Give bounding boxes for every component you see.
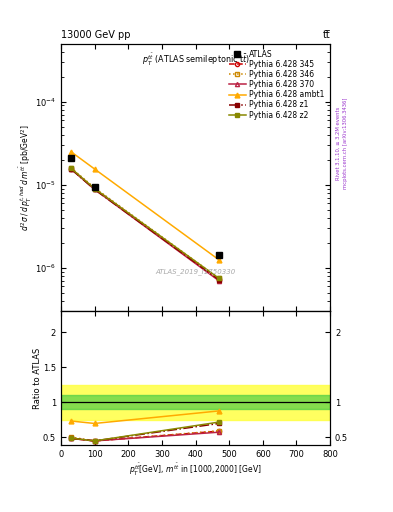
ATLAS bbox=[69, 155, 73, 161]
Text: $p_T^{t\bar{t}}$ (ATLAS semileptonic t$\bar{t}$): $p_T^{t\bar{t}}$ (ATLAS semileptonic t$\… bbox=[141, 52, 250, 68]
Pythia 6.428 z2 bbox=[92, 185, 97, 191]
Pythia 6.428 z2 bbox=[69, 165, 73, 172]
Legend: ATLAS, Pythia 6.428 345, Pythia 6.428 346, Pythia 6.428 370, Pythia 6.428 ambt1,: ATLAS, Pythia 6.428 345, Pythia 6.428 34… bbox=[226, 47, 326, 122]
Y-axis label: $d^2\sigma\,/\,d\,p_T^{t,had}\,d\,m^{t\bar{t}}$ [pb/GeV$^2$]: $d^2\sigma\,/\,d\,p_T^{t,had}\,d\,m^{t\b… bbox=[18, 124, 33, 231]
Pythia 6.428 346 bbox=[92, 185, 97, 191]
Line: Pythia 6.428 ambt1: Pythia 6.428 ambt1 bbox=[69, 150, 222, 262]
Text: mcplots.cern.ch [arXiv:1306.3436]: mcplots.cern.ch [arXiv:1306.3436] bbox=[343, 98, 348, 189]
Pythia 6.428 z1 bbox=[92, 186, 97, 193]
Pythia 6.428 ambt1 bbox=[69, 148, 73, 155]
ATLAS bbox=[217, 251, 221, 258]
Pythia 6.428 345 bbox=[217, 277, 221, 283]
Pythia 6.428 345 bbox=[69, 166, 73, 172]
Text: ATLAS_2019_I1750330: ATLAS_2019_I1750330 bbox=[155, 268, 236, 274]
Text: Rivet 3.1.10, ≥ 3.2M events: Rivet 3.1.10, ≥ 3.2M events bbox=[336, 106, 341, 180]
Pythia 6.428 z1 bbox=[217, 277, 221, 283]
Text: 13000 GeV pp: 13000 GeV pp bbox=[61, 30, 130, 40]
Line: Pythia 6.428 346: Pythia 6.428 346 bbox=[69, 166, 221, 281]
Pythia 6.428 345 bbox=[92, 185, 97, 191]
Pythia 6.428 346 bbox=[69, 165, 73, 171]
Pythia 6.428 ambt1 bbox=[217, 257, 221, 263]
Line: Pythia 6.428 z2: Pythia 6.428 z2 bbox=[69, 166, 221, 281]
Pythia 6.428 370 bbox=[69, 166, 73, 172]
Pythia 6.428 370 bbox=[217, 278, 221, 284]
Y-axis label: Ratio to ATLAS: Ratio to ATLAS bbox=[33, 348, 42, 409]
Pythia 6.428 346 bbox=[217, 275, 221, 282]
Pythia 6.428 ambt1 bbox=[92, 166, 97, 172]
X-axis label: $p_T^{t\bar{t}}$[GeV], $m^{t\bar{t}}$ in [1000,2000] [GeV]: $p_T^{t\bar{t}}$[GeV], $m^{t\bar{t}}$ in… bbox=[129, 462, 262, 478]
Pythia 6.428 370 bbox=[92, 186, 97, 193]
Line: Pythia 6.428 370: Pythia 6.428 370 bbox=[69, 167, 221, 283]
ATLAS bbox=[92, 184, 97, 190]
Pythia 6.428 z1 bbox=[69, 166, 73, 172]
Line: Pythia 6.428 z1: Pythia 6.428 z1 bbox=[69, 167, 221, 282]
Line: ATLAS: ATLAS bbox=[68, 155, 222, 258]
Line: Pythia 6.428 345: Pythia 6.428 345 bbox=[69, 167, 221, 282]
Text: tt̅: tt̅ bbox=[322, 30, 330, 40]
Pythia 6.428 z2 bbox=[217, 275, 221, 282]
